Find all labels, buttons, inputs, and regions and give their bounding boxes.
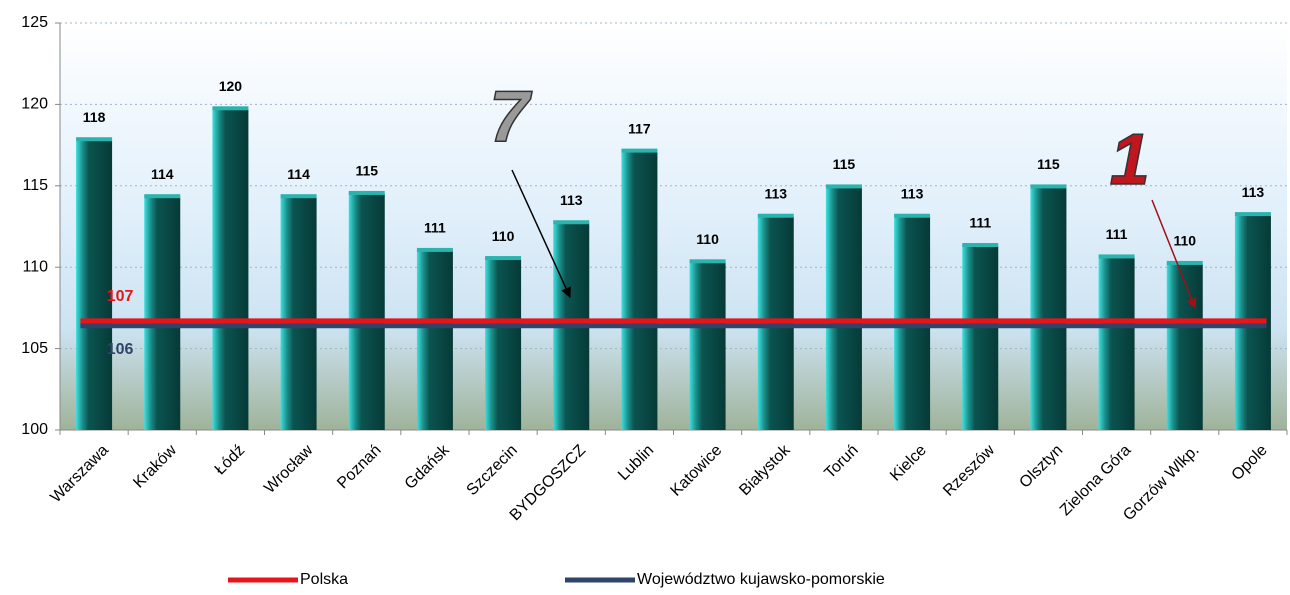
bar-top [621,148,658,153]
bar [962,246,999,430]
value-label: 111 [424,220,446,236]
value-label: 111 [969,215,991,231]
bar [1166,263,1203,430]
bar [1030,187,1067,430]
bar [280,197,317,430]
bar-top [757,213,794,218]
value-label: 120 [219,78,243,94]
x-tick-label: Zielona Góra [1057,442,1135,520]
x-tick-label: Warszawa [47,442,111,506]
bar-top [1030,184,1067,189]
bar-top [280,194,317,199]
value-label: 115 [833,156,856,172]
bar [621,151,658,430]
y-tick-label: 105 [21,340,48,357]
bar-top [1098,254,1135,259]
value-label: 118 [83,109,106,125]
annotation-arrow [511,169,571,298]
bar-top [144,194,181,199]
bar-top [689,259,726,264]
x-tick-label: Szczecin [464,442,521,499]
value-label: 114 [151,166,174,182]
x-tick-label: Wrocław [261,441,317,497]
x-tick-label: Olsztyn [1016,442,1066,492]
value-label: 114 [287,166,310,182]
bar [825,187,862,430]
x-tick-label: Rzeszów [940,441,998,499]
x-tick-label: Poznań [334,442,384,492]
x-tick-label: Opole [1229,442,1271,484]
y-tick-label: 115 [22,177,48,194]
reference-label: 106 [107,341,134,358]
bar-top [962,243,999,248]
bar-top [1166,260,1203,265]
value-label: 111 [1106,226,1128,242]
bar [485,259,522,430]
bar-top [76,137,113,142]
bar [348,193,385,430]
value-label: 110 [696,231,719,247]
bar-top [553,220,590,225]
bar-top [825,184,862,189]
bar [416,250,453,430]
bar-top [212,106,249,111]
annotation: 1 [1110,120,1150,200]
annotation-arrow [1151,199,1197,309]
annotation: 7 [489,77,532,157]
x-tick-label: Łódź [212,442,249,479]
bar-top [348,190,385,195]
y-tick-label: 125 [21,14,48,31]
bar [1098,257,1135,430]
x-tick-label: Katowice [667,442,725,500]
y-tick-label: 110 [22,258,48,275]
x-tick-label: Białystok [736,441,794,499]
y-tick-label: 100 [21,421,48,438]
value-label: 113 [764,185,787,201]
x-tick-label: Toruń [821,442,861,482]
value-label: 110 [1173,233,1196,249]
bar-top [1234,212,1271,217]
x-tick-label: Kielce [887,442,930,485]
value-label: 115 [355,163,378,179]
plot-area [60,23,1287,430]
legend-label: Polska [300,571,348,588]
bar [689,262,726,430]
value-label: 113 [560,192,583,208]
bar [144,197,181,430]
reference-label: 107 [107,288,134,305]
x-tick-label: Gdańsk [402,441,454,493]
bar-top [416,247,453,252]
bar-top [485,256,522,261]
value-label: 115 [1037,156,1060,172]
x-tick-label: Lublin [615,442,657,484]
legend-label: Województwo kujawsko-pomorskie [637,571,885,588]
bar-top [894,213,931,218]
value-label: 113 [1242,184,1265,200]
bar [76,140,113,430]
y-tick-label: 120 [21,96,48,113]
value-label: 113 [901,185,924,201]
bar [212,109,249,430]
value-label: 110 [492,228,515,244]
x-tick-label: Kraków [130,441,180,491]
value-label: 117 [628,120,651,136]
